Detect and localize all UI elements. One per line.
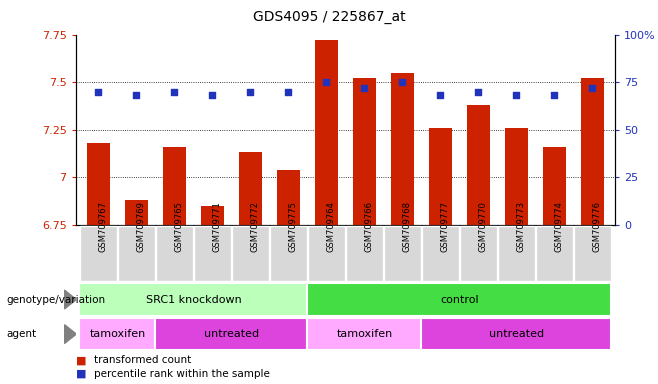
Text: GSM709770: GSM709770 (478, 202, 488, 252)
Point (131, 92, 141, 98)
Text: genotype/variation: genotype/variation (7, 295, 106, 305)
Bar (505, 128, 528, 225)
Bar (467, 105, 490, 225)
Polygon shape (64, 290, 76, 309)
Point (207, 92, 218, 98)
Bar (353, 78, 376, 225)
FancyBboxPatch shape (422, 226, 459, 281)
FancyBboxPatch shape (384, 226, 420, 281)
Text: untreated: untreated (204, 329, 259, 339)
FancyBboxPatch shape (270, 226, 307, 281)
Text: GSM709772: GSM709772 (251, 202, 259, 252)
Polygon shape (64, 325, 76, 343)
Text: transformed count: transformed count (94, 355, 191, 365)
FancyBboxPatch shape (536, 226, 572, 281)
Bar (87, 143, 110, 225)
FancyBboxPatch shape (498, 226, 535, 281)
Point (473, 89, 484, 95)
Point (435, 92, 445, 98)
Point (321, 79, 332, 85)
FancyBboxPatch shape (574, 226, 611, 281)
FancyBboxPatch shape (307, 283, 611, 316)
Text: GSM709776: GSM709776 (592, 202, 601, 252)
Text: untreated: untreated (489, 329, 544, 339)
Text: GDS4095 / 225867_at: GDS4095 / 225867_at (253, 10, 405, 23)
FancyBboxPatch shape (307, 318, 421, 350)
FancyBboxPatch shape (155, 318, 307, 350)
FancyBboxPatch shape (118, 226, 155, 281)
FancyBboxPatch shape (80, 318, 155, 350)
Text: GSM709774: GSM709774 (555, 202, 563, 252)
Text: percentile rank within the sample: percentile rank within the sample (94, 369, 270, 379)
Text: GSM709764: GSM709764 (326, 202, 336, 252)
Text: ■: ■ (76, 355, 86, 365)
Text: GSM709767: GSM709767 (99, 202, 107, 252)
Point (587, 85, 597, 91)
Bar (277, 169, 300, 225)
Text: SRC1 knockdown: SRC1 knockdown (145, 295, 241, 305)
Point (397, 79, 408, 85)
FancyBboxPatch shape (421, 318, 611, 350)
Point (549, 92, 560, 98)
Text: GSM709765: GSM709765 (174, 202, 184, 252)
FancyBboxPatch shape (156, 226, 193, 281)
FancyBboxPatch shape (346, 226, 383, 281)
Bar (543, 147, 566, 225)
Text: GSM709768: GSM709768 (403, 202, 411, 252)
Text: control: control (440, 295, 479, 305)
Bar (429, 128, 452, 225)
Point (511, 92, 522, 98)
Point (283, 89, 293, 95)
Point (169, 89, 180, 95)
Text: agent: agent (7, 329, 37, 339)
Text: GSM709766: GSM709766 (365, 202, 374, 252)
FancyBboxPatch shape (308, 226, 345, 281)
Text: tamoxifen: tamoxifen (336, 329, 393, 339)
Text: ■: ■ (76, 369, 86, 379)
Point (93, 89, 104, 95)
Text: GSM709771: GSM709771 (213, 202, 222, 252)
Text: GSM709777: GSM709777 (440, 202, 449, 252)
Text: GSM709775: GSM709775 (288, 202, 297, 252)
Point (359, 85, 370, 91)
Text: GSM709773: GSM709773 (517, 202, 526, 252)
Bar (315, 40, 338, 225)
Bar (581, 78, 604, 225)
Bar (125, 200, 148, 225)
Text: GSM709769: GSM709769 (136, 202, 145, 252)
FancyBboxPatch shape (80, 226, 116, 281)
FancyBboxPatch shape (232, 226, 268, 281)
Bar (239, 152, 262, 225)
Point (245, 89, 256, 95)
Bar (163, 147, 186, 225)
FancyBboxPatch shape (80, 283, 307, 316)
Bar (201, 206, 224, 225)
FancyBboxPatch shape (460, 226, 497, 281)
Bar (391, 73, 414, 225)
Text: tamoxifen: tamoxifen (89, 329, 145, 339)
FancyBboxPatch shape (194, 226, 231, 281)
